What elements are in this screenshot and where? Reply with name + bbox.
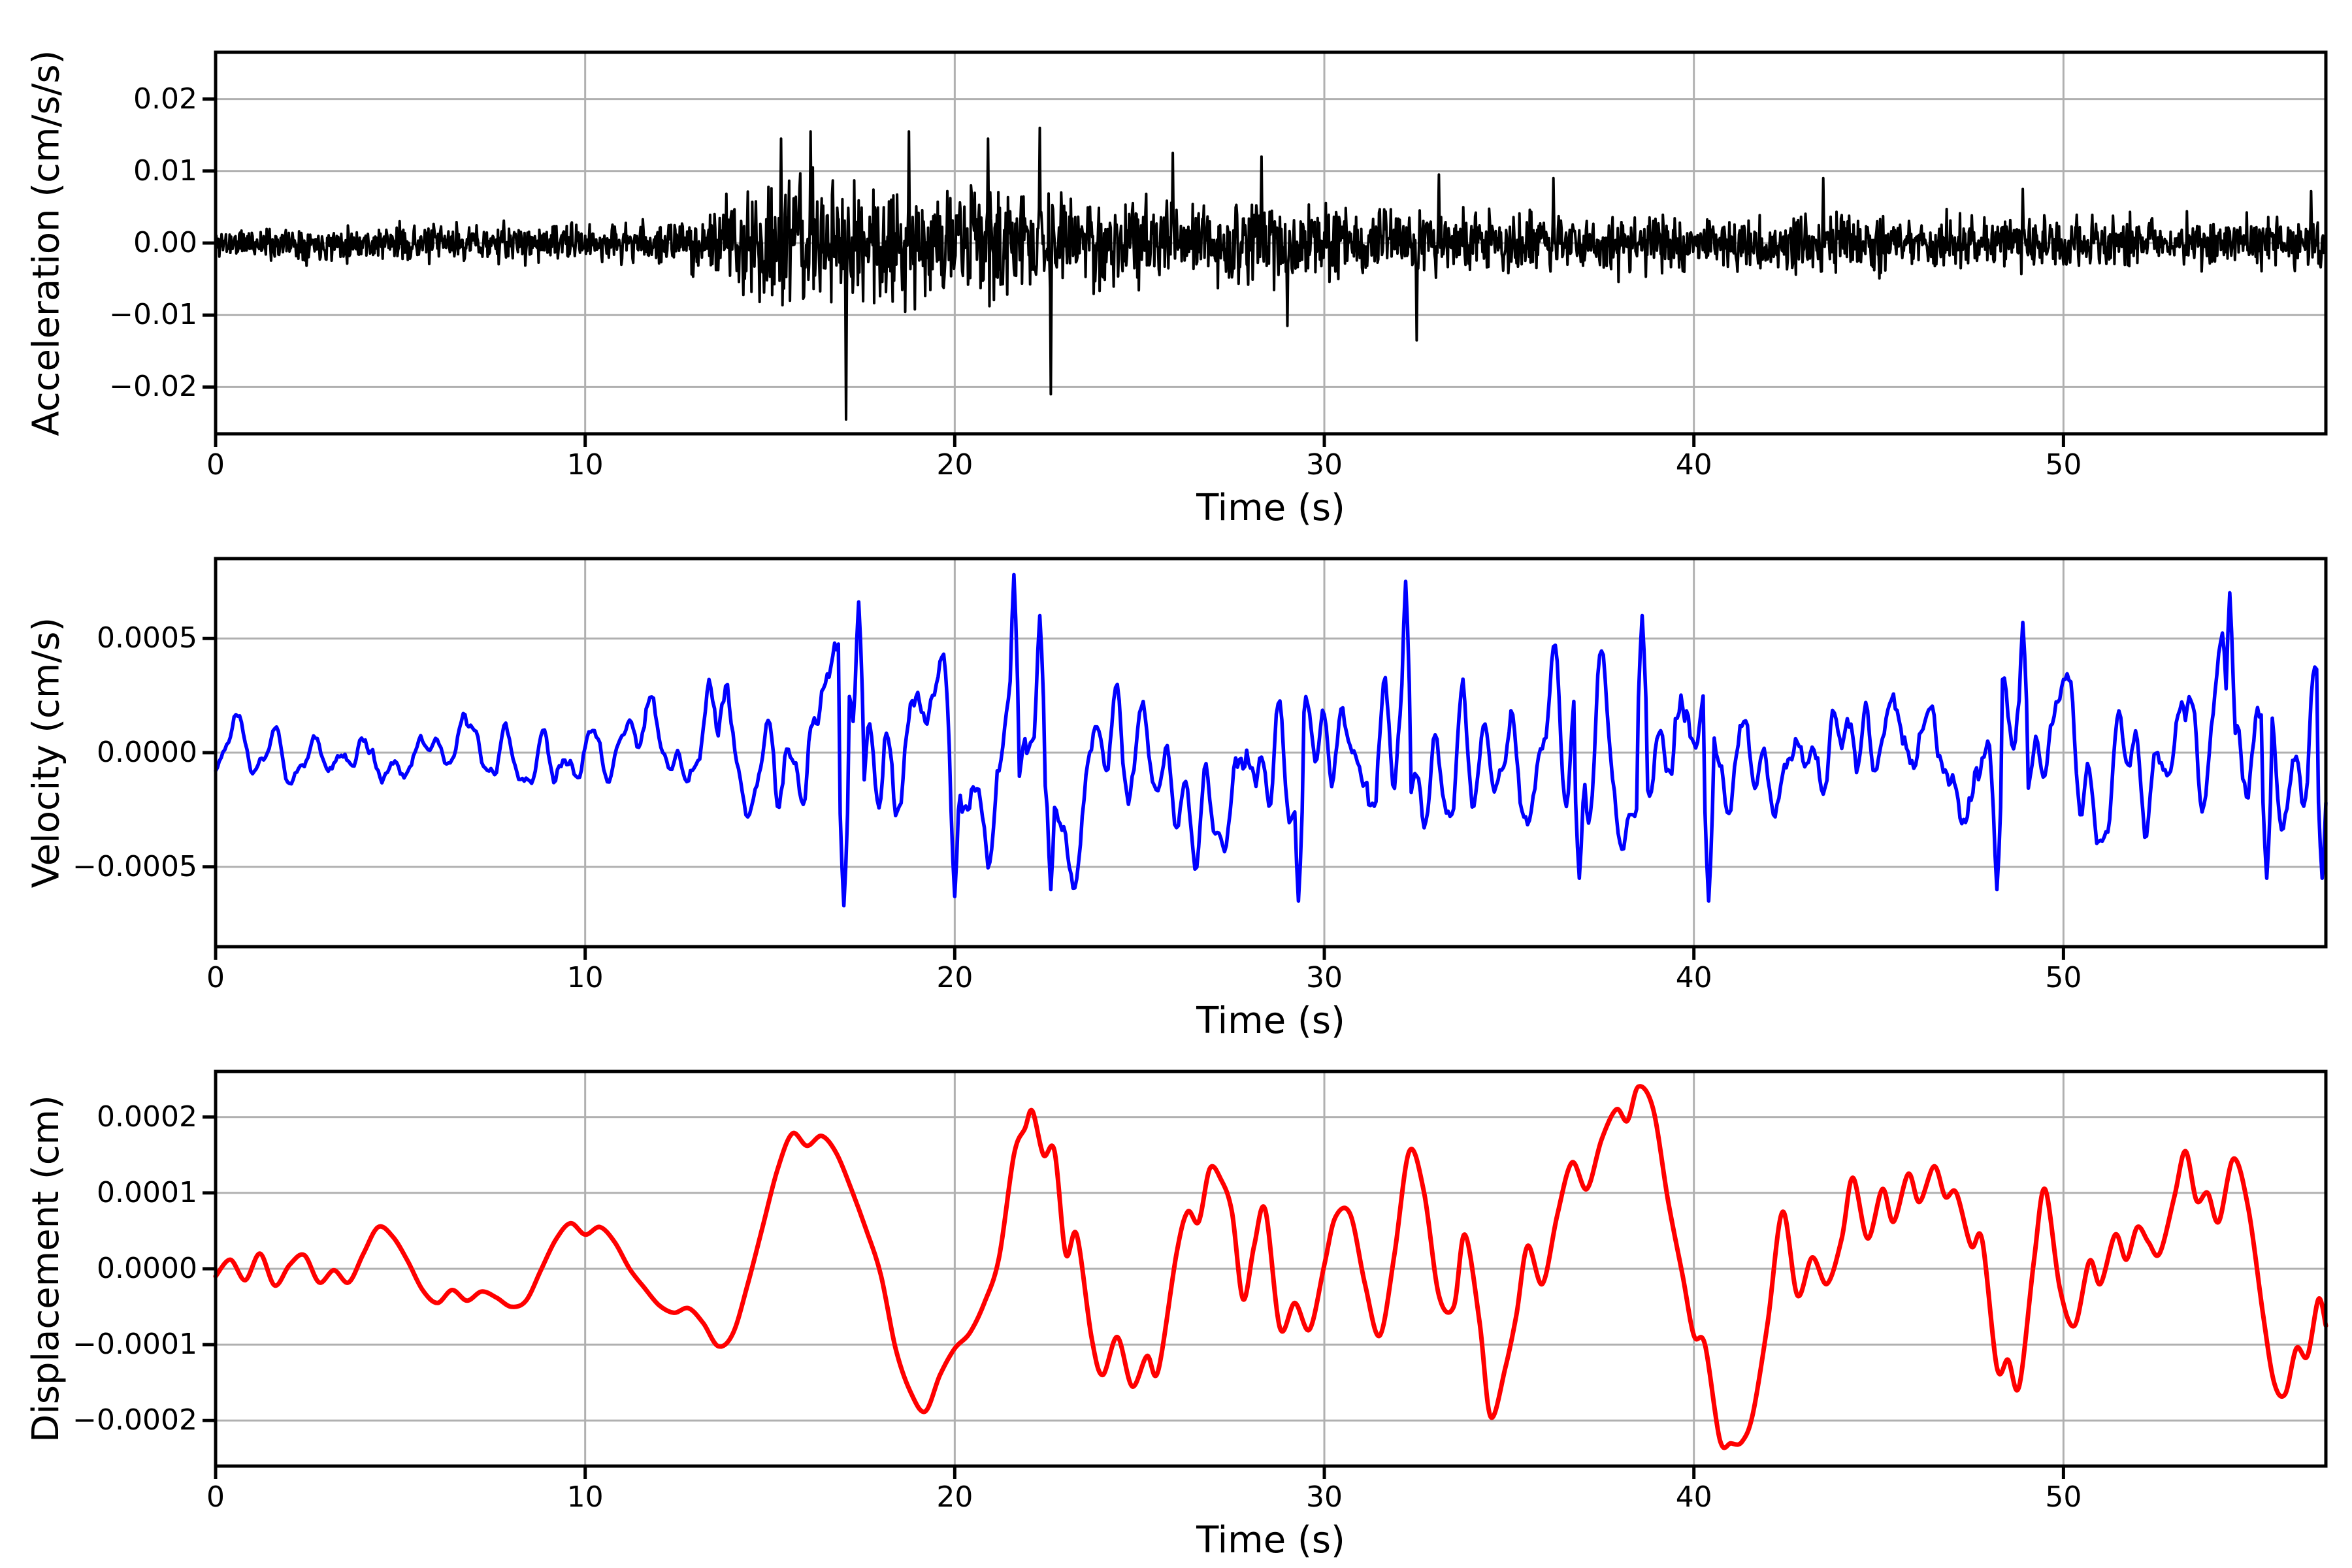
x-tick-label: 40 — [1675, 448, 1712, 482]
x-tick-label: 40 — [1675, 1480, 1712, 1514]
acceleration-plot-svg — [203, 50, 2328, 447]
velocity-xlabel: Time (s) — [1196, 1000, 1345, 1042]
displacement-plot-svg — [203, 1070, 2328, 1479]
x-tick-label: 10 — [566, 1480, 604, 1514]
x-tick-label: 50 — [2045, 1480, 2082, 1514]
y-tick-label: 0.0002 — [97, 1100, 197, 1134]
x-tick-label: 50 — [2045, 448, 2082, 482]
x-tick-label: 20 — [936, 961, 973, 994]
velocity-trace — [214, 572, 2328, 907]
y-tick-label: −0.0001 — [73, 1328, 197, 1362]
velocity-plot-svg — [203, 557, 2328, 960]
y-tick-label: 0.0000 — [97, 1252, 197, 1285]
displacement-subplot — [203, 1070, 2328, 1479]
x-tick-label: 30 — [1306, 1480, 1343, 1514]
displacement-xlabel: Time (s) — [1196, 1519, 1345, 1561]
y-tick-label: −0.02 — [109, 370, 197, 404]
y-tick-label: −0.0005 — [73, 849, 197, 883]
x-tick-label: 30 — [1306, 448, 1343, 482]
x-tick-label: 30 — [1306, 961, 1343, 994]
x-tick-label: 0 — [206, 961, 225, 994]
y-tick-label: −0.01 — [109, 298, 197, 332]
acceleration-xlabel: Time (s) — [1196, 487, 1345, 529]
x-tick-label: 0 — [206, 1480, 225, 1514]
axes-frame — [214, 50, 2328, 436]
x-tick-label: 10 — [566, 961, 604, 994]
y-tick-label: 0.0001 — [97, 1175, 197, 1209]
axes-frame — [214, 1070, 2328, 1468]
velocity-subplot — [203, 557, 2328, 960]
y-tick-label: 0.0005 — [97, 621, 197, 655]
x-tick-label: 40 — [1675, 961, 1712, 994]
x-tick-label: 10 — [566, 448, 604, 482]
x-tick-label: 20 — [936, 1480, 973, 1514]
y-tick-label: −0.0002 — [73, 1403, 197, 1437]
x-tick-label: 20 — [936, 448, 973, 482]
y-tick-label: 0.02 — [133, 82, 197, 116]
y-tick-label: 0.0000 — [97, 736, 197, 769]
acceleration-subplot — [203, 50, 2328, 447]
y-tick-label: 0.00 — [133, 226, 197, 259]
displacement-trace — [213, 1084, 2328, 1450]
acceleration-trace — [214, 126, 2327, 421]
y-tick-label: 0.01 — [133, 154, 197, 188]
axes-frame — [214, 557, 2328, 949]
x-tick-label: 50 — [2045, 961, 2082, 994]
x-tick-label: 0 — [206, 448, 225, 482]
